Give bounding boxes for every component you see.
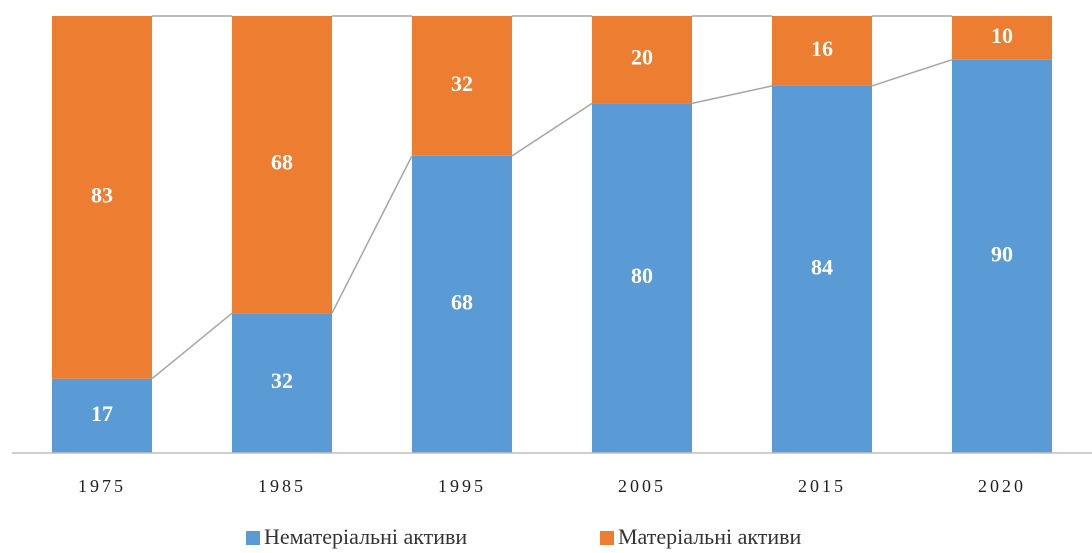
- value-label: 90: [991, 241, 1013, 266]
- series-line: [151, 312, 233, 380]
- series-line: [691, 85, 773, 105]
- bar-segment: [412, 155, 512, 453]
- series-line: [331, 155, 413, 314]
- legend-label: Матеріальні активи: [618, 524, 802, 549]
- value-label: 68: [451, 289, 473, 314]
- legend-swatch: [246, 531, 260, 545]
- value-label: 83: [91, 182, 113, 207]
- series-line: [871, 58, 953, 87]
- value-label: 17: [91, 401, 113, 426]
- value-label: 68: [271, 150, 293, 175]
- value-label: 10: [991, 23, 1013, 48]
- x-tick-label: 1995: [438, 476, 486, 496]
- x-tick-label: 2015: [798, 476, 846, 496]
- bar-segment: [52, 378, 152, 453]
- bar-segment: [952, 16, 1052, 60]
- x-tick-label: 1975: [78, 476, 126, 496]
- value-label: 20: [631, 45, 653, 70]
- value-label: 32: [271, 368, 293, 393]
- bar-segment: [52, 16, 152, 379]
- legend-swatch: [600, 531, 614, 545]
- legend-label: Нематеріальні активи: [264, 524, 467, 549]
- bar-segment: [592, 16, 692, 104]
- bar-segment: [232, 313, 332, 453]
- x-tick-label: 2020: [978, 476, 1026, 496]
- x-tick-label: 1985: [258, 476, 306, 496]
- bar-segment: [952, 59, 1052, 453]
- series-line: [511, 102, 593, 157]
- bar-segment: [232, 16, 332, 314]
- value-label: 80: [631, 263, 653, 288]
- x-tick-label: 2005: [618, 476, 666, 496]
- bar-segment: [772, 16, 872, 86]
- value-label: 16: [811, 36, 833, 61]
- value-label: 32: [451, 71, 473, 96]
- bar-segment: [772, 85, 872, 454]
- value-label: 84: [811, 255, 833, 280]
- bar-segment: [592, 103, 692, 454]
- bar-segment: [412, 16, 512, 156]
